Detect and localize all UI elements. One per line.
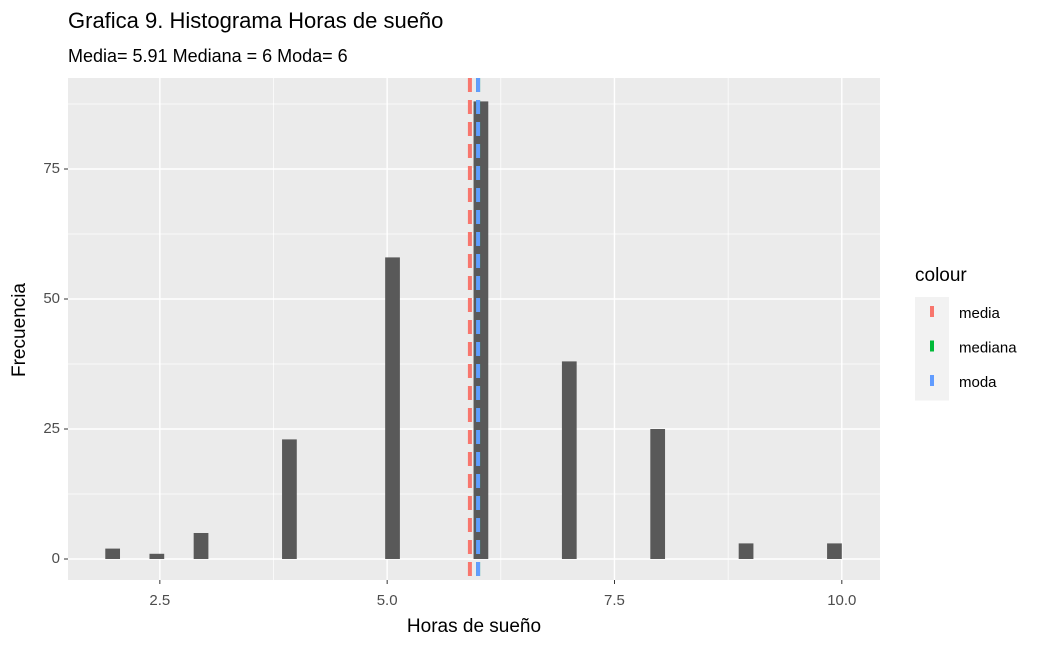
bar xyxy=(193,532,209,559)
legend-title: colour xyxy=(915,265,967,286)
bar xyxy=(827,543,842,559)
legend-label: mediana xyxy=(959,339,1017,356)
y-axis-label: Frecuencia xyxy=(9,283,30,377)
x-axis-label: Horas de sueño xyxy=(407,616,541,637)
chart-subtitle: Media= 5.91 Mediana = 6 Moda= 6 xyxy=(68,46,348,66)
legend-label: media xyxy=(959,305,1001,322)
bar xyxy=(385,257,400,559)
x-tick-label: 5.0 xyxy=(377,592,398,609)
x-tick-label: 2.5 xyxy=(149,592,170,609)
chart-title: Grafica 9. Histograma Horas de sueño xyxy=(68,8,443,33)
legend-label: moda xyxy=(959,374,997,391)
y-tick-label: 25 xyxy=(43,420,60,437)
y-tick-label: 0 xyxy=(52,550,60,567)
bar xyxy=(738,543,754,559)
bar xyxy=(650,428,666,559)
bar xyxy=(149,553,165,559)
bar xyxy=(282,439,297,559)
x-tick-label: 10.0 xyxy=(827,592,856,609)
bar xyxy=(561,361,577,559)
y-tick-label: 75 xyxy=(43,160,60,177)
bar xyxy=(473,101,489,559)
x-tick-label: 7.5 xyxy=(604,592,625,609)
bar xyxy=(105,548,121,559)
y-tick-label: 50 xyxy=(43,290,60,307)
